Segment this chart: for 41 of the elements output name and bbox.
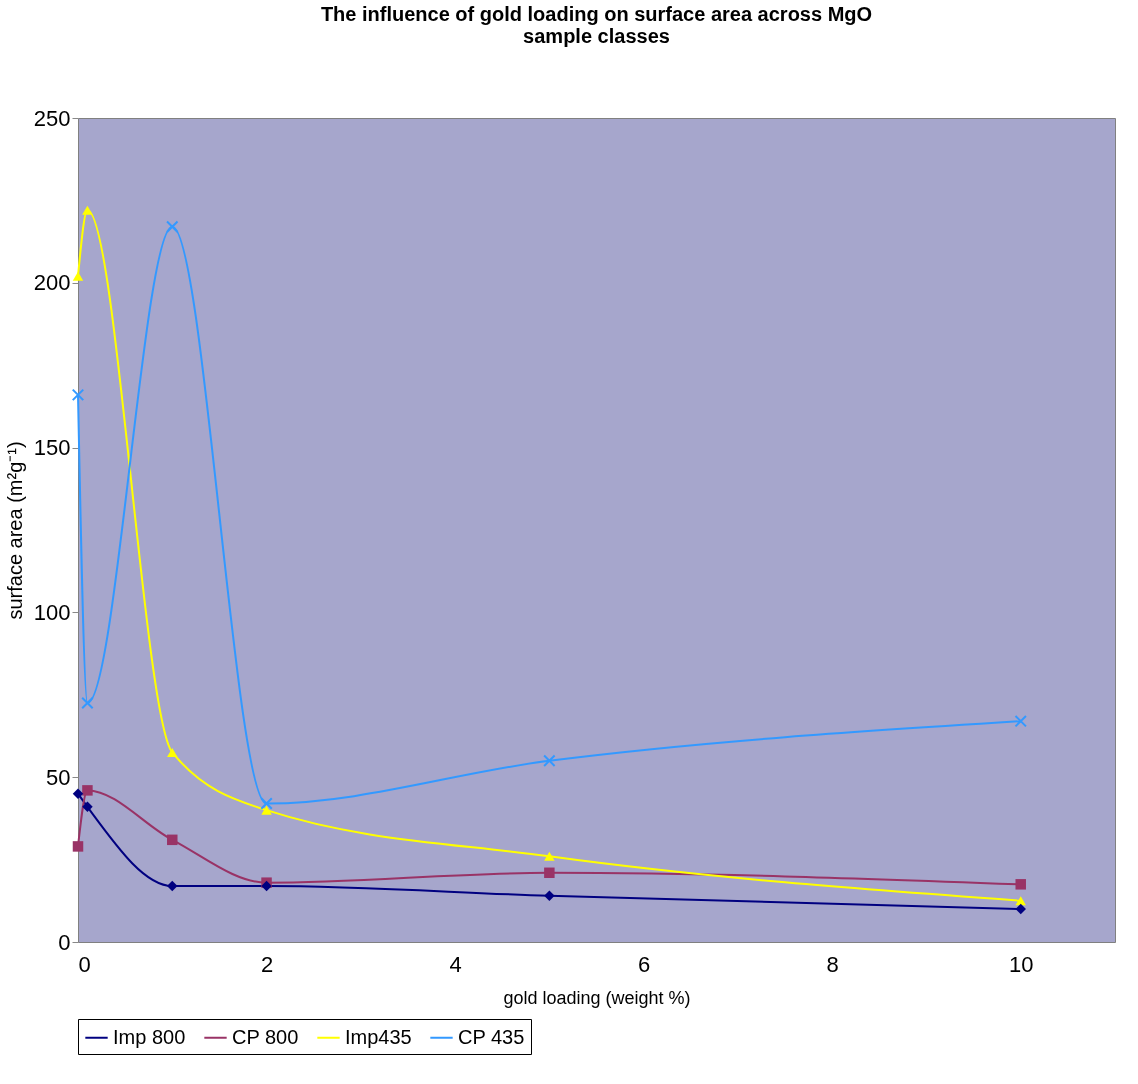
x-tick-label: 4 — [449, 951, 462, 977]
x-tick-label: 2 — [260, 951, 274, 977]
x-tick-label: 8 — [826, 951, 839, 977]
point — [82, 785, 93, 796]
x-tick-label: 10 — [1008, 951, 1034, 977]
point — [261, 805, 272, 815]
point — [260, 797, 273, 810]
point — [543, 754, 556, 767]
x-axis-title: gold loading (weight %) — [503, 987, 691, 1008]
y-tick-label: 50 — [46, 764, 71, 790]
point — [1015, 903, 1026, 915]
point — [1015, 879, 1026, 890]
y-axis-title: surface area (m²g⁻¹) — [3, 441, 26, 620]
point — [72, 788, 84, 799]
legend-label: Imp 800 — [113, 1025, 186, 1048]
point — [167, 834, 178, 846]
point — [81, 696, 94, 710]
point — [544, 890, 555, 902]
point — [166, 220, 179, 234]
point — [72, 841, 84, 852]
point — [544, 867, 555, 879]
point — [1014, 714, 1027, 728]
x-tick-label: 0 — [78, 951, 91, 977]
point — [167, 880, 178, 892]
legend-label: CP 435 — [458, 1025, 525, 1048]
y-tick-label: 150 — [33, 435, 71, 461]
chart-title: The influence of gold loading on surface area across MgO sample classes — [320, 3, 873, 47]
point — [82, 205, 93, 215]
y-tick-label: 200 — [33, 270, 71, 296]
legend-label: CP 800 — [232, 1025, 299, 1048]
point — [167, 747, 178, 758]
point — [71, 388, 85, 402]
x-tick-label: 6 — [638, 951, 651, 977]
y-tick-label: 100 — [33, 599, 71, 625]
y-tick-label: 250 — [33, 105, 71, 131]
point — [82, 801, 93, 813]
point — [261, 880, 272, 892]
y-tick-label: 0 — [58, 929, 71, 955]
legend-label: Imp435 — [345, 1025, 412, 1048]
point — [544, 851, 555, 861]
point — [72, 271, 84, 281]
